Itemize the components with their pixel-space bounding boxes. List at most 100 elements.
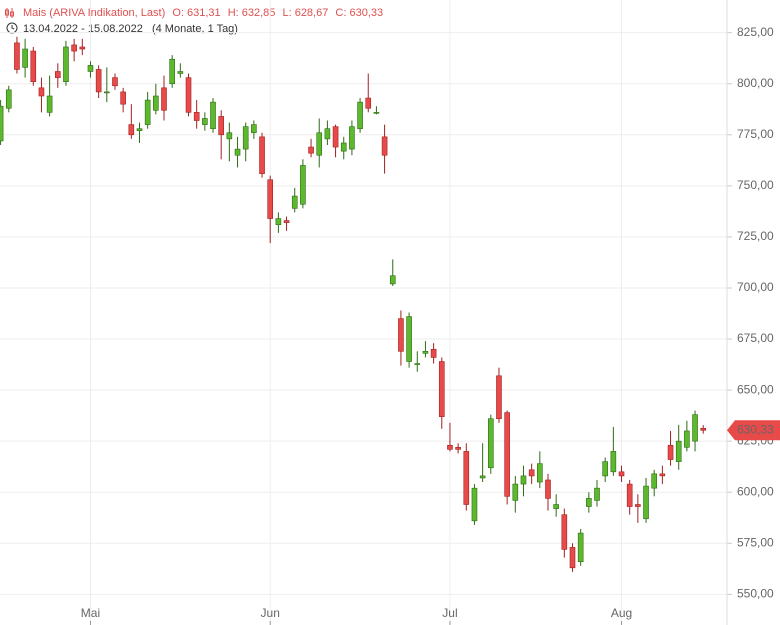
y-tick-label: 650,00 [737,382,774,396]
candle-body [95,69,102,93]
candle-body [46,95,53,113]
candle-body [512,483,519,501]
title: Mais (ARIVA Indikation, Last) [23,7,165,19]
x-tick-label: Jun [261,606,280,620]
y-tick-label: 600,00 [737,484,774,498]
low-label: L: 628,67 [282,7,328,19]
candle-body [259,136,265,174]
candle-body [438,361,445,417]
candle-body [242,126,249,150]
candle-body [87,65,94,72]
candle-body [471,487,478,522]
candle-body [479,475,486,479]
header: Mais (ARIVA Indikation, Last) O: 631,31 … [23,7,383,19]
candle-body [398,318,404,352]
y-tick-label: 750,00 [737,178,774,192]
candle-body [185,77,192,113]
period: (4 Monate, 1 Tag) [152,23,238,35]
candle-body [267,179,274,219]
candle-body [504,412,510,497]
candle-body [414,363,421,365]
candle-body [226,132,233,140]
y-tick-label: 575,00 [737,535,774,549]
candle-body [275,218,282,225]
candle-body [357,101,363,129]
y-tick-label: 700,00 [737,280,774,294]
candle-body [71,44,77,52]
candle-body [38,87,45,97]
candle-body [381,136,388,156]
y-tick-label: 725,00 [737,229,774,243]
candle-body [120,91,126,105]
candle-body [447,444,453,450]
y-tick-label: 800,00 [737,76,774,90]
candle-body [210,101,216,129]
candle-body [349,126,355,150]
candle-body [63,46,69,82]
candle-body [324,128,331,140]
candle-body [692,414,698,442]
open-label: O: 631,31 [172,7,220,19]
candle-body [169,58,175,85]
candle-body [422,351,429,354]
candle-body [161,87,167,111]
x-tick-label: Jul [442,606,457,620]
candle-body [54,71,61,78]
candle-body [218,116,224,136]
candle-body [569,547,576,569]
candle-body [626,483,633,507]
candle-body [22,48,28,68]
candle-body [651,473,658,489]
candle-body [561,514,568,550]
last-price-marker [727,420,780,441]
y-tick-label: 550,00 [737,587,774,601]
candle-body [643,485,649,520]
candle-body [177,71,184,74]
candle-body [251,124,257,134]
candle-body [594,487,600,501]
candle-body [291,195,298,209]
candle-body [553,504,559,509]
candle-body [700,427,707,431]
y-tick-label: 775,00 [737,127,774,141]
candle-body [153,95,159,111]
candle-body [610,451,617,473]
candle-body [545,479,551,499]
y-tick-label: 675,00 [737,331,774,345]
candle-body [30,50,37,82]
close-label: C: 630,33 [335,7,383,19]
candle-body [234,148,241,156]
candle-body [136,128,143,132]
candle-body [144,99,151,125]
candle-body [389,275,396,285]
candle-body [528,469,535,477]
candle-body [577,532,584,562]
candle-body [332,126,339,148]
candle-body [496,375,502,420]
candle-body [430,348,437,358]
candle-body [340,142,347,152]
candle-icon [5,8,14,18]
candle-body [455,447,461,450]
candle-body [202,118,208,125]
y-tick-label: 825,00 [737,25,774,39]
date-range: 13.04.2022 - 15.08.2022 [23,23,143,35]
candle-body [79,46,86,50]
last-price-label: 630,33 [737,422,774,436]
high-label: H: 632,85 [228,7,276,19]
candle-body [308,146,314,154]
candle-body [283,220,290,223]
candle-body [602,461,608,477]
candle-body [128,124,135,136]
x-tick-label: Aug [611,606,632,620]
candle-body [675,440,682,462]
candle-body [365,97,372,109]
candle-body [5,89,12,109]
candle-body [316,132,323,156]
candle-body [406,316,412,362]
candle-body [0,105,4,142]
x-tick-label: Mai [81,606,100,620]
candle-body [667,444,674,460]
candle-body [104,91,110,94]
